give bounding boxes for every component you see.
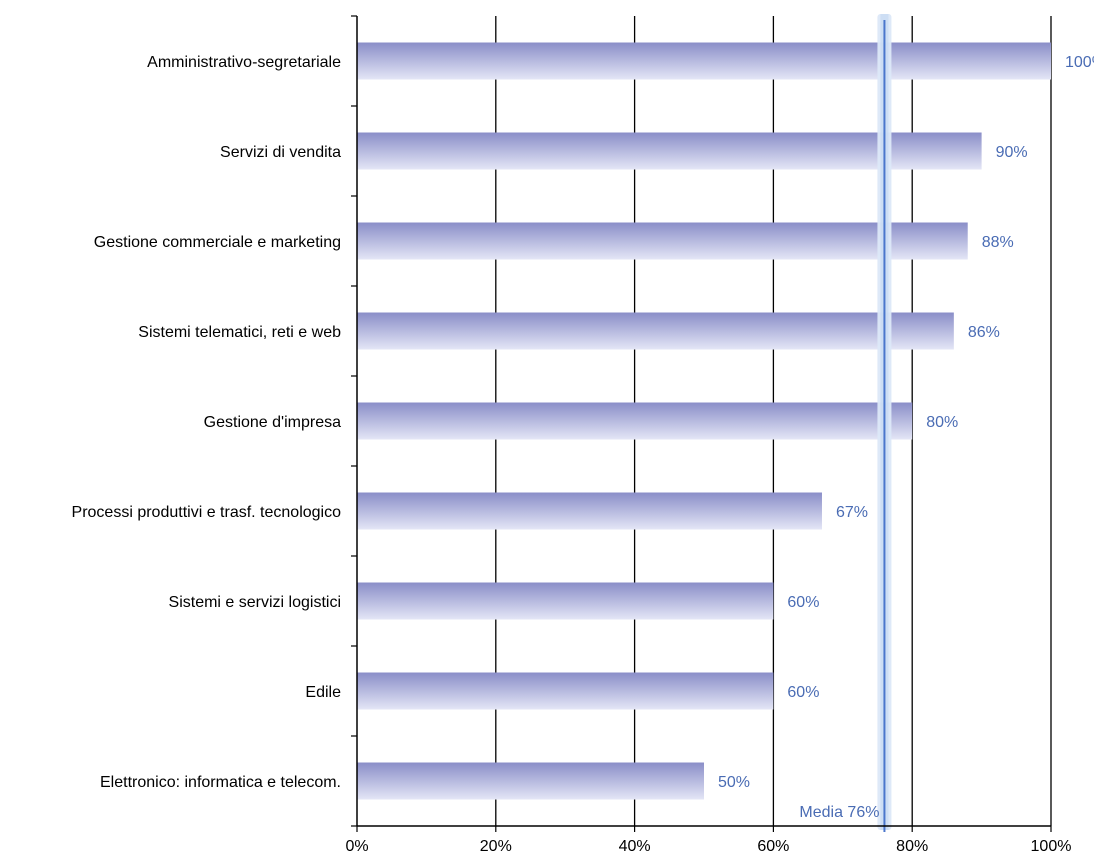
x-tick-label: 40% xyxy=(619,838,651,855)
x-tick-label: 100% xyxy=(1031,838,1072,855)
bar xyxy=(357,492,822,530)
bar xyxy=(357,42,1051,80)
x-tick-label: 60% xyxy=(757,838,789,855)
category-label: Sistemi e servizi logistici xyxy=(169,594,341,611)
bar xyxy=(357,402,913,440)
data-label: 60% xyxy=(787,594,819,611)
bar xyxy=(357,762,704,800)
data-label: 67% xyxy=(836,504,868,521)
category-label: Sistemi telematici, reti e web xyxy=(138,324,341,341)
axes xyxy=(351,15,1052,832)
category-label: Amministrativo-segretariale xyxy=(147,54,341,71)
bar xyxy=(357,222,968,260)
data-label: 50% xyxy=(718,774,750,791)
bar xyxy=(357,582,774,620)
bar xyxy=(357,312,954,350)
x-tick-label: 20% xyxy=(480,838,512,855)
category-label: Elettronico: informatica e telecom. xyxy=(100,774,341,791)
data-label: 86% xyxy=(968,324,1000,341)
category-label: Edile xyxy=(305,684,341,701)
data-label: 90% xyxy=(996,144,1028,161)
category-label: Gestione commerciale e marketing xyxy=(94,234,341,251)
labels: 0% 20% 40% 60% 80% 100% Amministrativo-segreta… xyxy=(72,54,1094,855)
category-label: Gestione d'impresa xyxy=(204,414,341,431)
x-tick-label: 0% xyxy=(345,838,368,855)
x-tick-label: 80% xyxy=(896,838,928,855)
category-label: Processi produttivi e trasf. tecnologico xyxy=(72,504,342,521)
reference-line-label: Media 76% xyxy=(799,804,879,821)
category-label: Servizi di vendita xyxy=(220,144,341,161)
bar xyxy=(357,672,774,710)
data-label: 88% xyxy=(982,234,1014,251)
reference-line-group: Media 76% xyxy=(799,14,892,832)
data-label: 100% xyxy=(1065,54,1094,71)
data-label: 80% xyxy=(926,414,958,431)
data-label: 60% xyxy=(787,684,819,701)
